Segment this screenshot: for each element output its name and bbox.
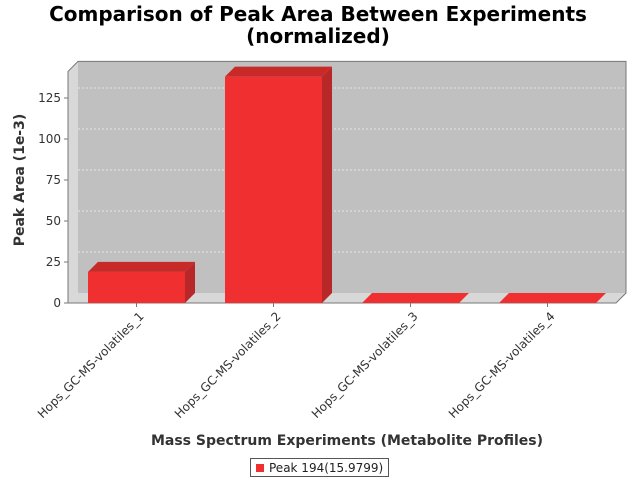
plot-back-wall: [78, 61, 626, 294]
x-tick-label: Hops_GC-MS-volatiles_2: [172, 309, 284, 421]
x-axis: Hops_GC-MS-volatiles_1 Hops_GC-MS-volatil…: [35, 302, 616, 421]
y-tick-label: 25: [46, 255, 61, 269]
y-tick-label: 100: [38, 132, 61, 146]
bar-front: [88, 271, 185, 303]
bar-top: [499, 293, 606, 303]
bar-3: [362, 293, 469, 303]
bar-side: [322, 66, 332, 304]
bar-top: [362, 293, 469, 303]
y-axis: 0 25 50 75 100 125: [38, 91, 68, 310]
bar-side: [185, 261, 195, 303]
y-tick-label: 75: [46, 173, 61, 187]
bar-1: [88, 261, 195, 303]
bar-4: [499, 293, 606, 303]
bar-front: [225, 76, 322, 304]
bar-2: [225, 66, 332, 304]
bar-top: [225, 66, 332, 77]
chart-title-line1: Comparison of Peak Area Between Experime…: [49, 2, 587, 26]
y-tick-label: 50: [46, 214, 61, 228]
plot-side-wall: [68, 61, 78, 304]
legend: Peak 194(15.9799): [250, 458, 390, 477]
y-tick-label: 125: [38, 91, 61, 105]
x-tick-label: Hops_GC-MS-volatiles_3: [309, 309, 421, 421]
y-axis-label: Peak Area (1e-3): [12, 114, 28, 247]
legend-swatch: [256, 463, 264, 472]
x-tick-label: Hops_GC-MS-volatiles_4: [446, 309, 558, 421]
bar-top: [88, 261, 195, 272]
bars: [88, 66, 606, 304]
x-tick-label: Hops_GC-MS-volatiles_1: [35, 309, 147, 421]
chart-title-line2: (normalized): [246, 24, 390, 48]
legend-label: Peak 194(15.9799): [269, 460, 384, 475]
plot-floor: [68, 293, 626, 303]
plot-area: [67, 60, 627, 304]
y-tick-label: 0: [53, 296, 61, 310]
x-axis-label: Mass Spectrum Experiments (Metabolite Pr…: [151, 433, 543, 449]
